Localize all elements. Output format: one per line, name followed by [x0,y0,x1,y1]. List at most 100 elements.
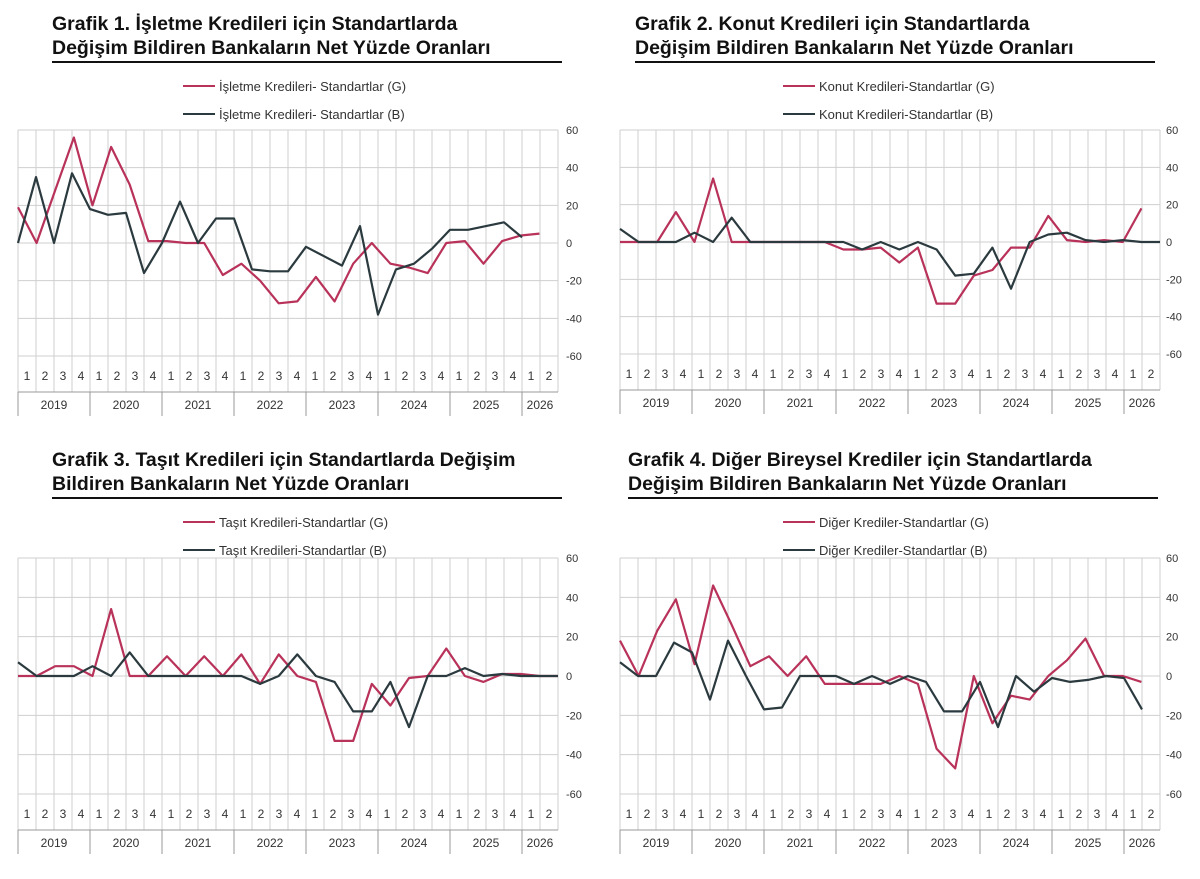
x-tick-label-quarter: 1 [698,367,705,381]
x-tick-label-year: 2021 [185,398,212,412]
chart-1: Grafik 1. İşletme Kredileri için Standar… [0,0,590,435]
chart-title-line-2: Değişim Bildiren Bankaların Net Yüzde Or… [52,37,491,59]
x-tick-label-quarter: 1 [312,807,319,821]
x-tick-label-quarter: 1 [528,807,535,821]
x-tick-label-quarter: 1 [24,369,31,383]
legend-label-g: Taşıt Kredileri-Standartlar (G) [219,514,389,530]
chart-title-line-1: Grafik 3. Taşıt Kredileri için Standartl… [52,449,516,471]
x-tick-label-quarter: 2 [330,369,337,383]
x-tick-label-quarter: 2 [1004,807,1011,821]
x-tick-label-year: 2020 [113,836,140,850]
x-tick-label-quarter: 4 [78,807,85,821]
y-tick-label: 20 [1166,632,1178,644]
series-line-g [17,136,540,305]
y-tick-label: -40 [1166,750,1182,762]
x-tick-label-quarter: 3 [492,369,499,383]
x-tick-label-quarter: 4 [680,367,687,381]
y-tick-label: -60 [1166,349,1182,361]
series-line-g [620,177,1143,305]
x-tick-label-quarter: 1 [528,369,535,383]
x-tick-label-quarter: 3 [1094,807,1101,821]
x-tick-label-year: 2021 [787,836,814,850]
x-tick-label-quarter: 1 [168,807,175,821]
x-tick-label-quarter: 4 [150,807,157,821]
y-tick-label: 60 [1166,125,1178,137]
x-tick-label-quarter: 4 [1040,367,1047,381]
x-tick-label-quarter: 4 [150,369,157,383]
x-tick-label-quarter: 2 [1076,367,1083,381]
x-tick-label-quarter: 2 [788,367,795,381]
x-tick-label-quarter: 3 [950,807,957,821]
x-tick-label-quarter: 1 [1058,807,1065,821]
legend-swatch-b [783,549,815,551]
x-tick-label-quarter: 1 [1130,807,1137,821]
chart-4: Grafik 4. Diğer Bireysel Krediler için S… [600,436,1190,871]
x-tick-label-quarter: 4 [1112,367,1119,381]
x-tick-label-quarter: 4 [438,369,445,383]
legend-item-g: Konut Kredileri-Standartlar (G) [783,76,995,96]
x-tick-label-quarter: 4 [824,807,831,821]
x-tick-label-quarter: 4 [968,807,975,821]
y-tick-label: 60 [1166,553,1178,565]
legend-item-g: Diğer Krediler-Standartlar (G) [783,512,989,532]
y-tick-label: -40 [566,750,582,762]
x-tick-label-quarter: 4 [968,367,975,381]
x-tick-label-year: 2023 [329,398,356,412]
x-tick-label-quarter: 2 [402,369,409,383]
x-tick-label-quarter: 3 [420,807,427,821]
x-tick-label-year: 2020 [715,836,742,850]
x-tick-label-quarter: 1 [96,369,103,383]
x-tick-label-quarter: 2 [474,807,481,821]
chart-title-line-1: Grafik 1. İşletme Kredileri için Standar… [52,13,458,35]
x-tick-label-quarter: 1 [312,369,319,383]
x-tick-label-year: 2022 [257,398,284,412]
legend-label-b: Taşıt Kredileri-Standartlar (B) [219,542,387,558]
x-tick-label-quarter: 2 [402,807,409,821]
x-tick-label-quarter: 3 [348,369,355,383]
legend-item-b: Taşıt Kredileri-Standartlar (B) [183,540,387,560]
y-tick-label: -20 [1166,274,1182,286]
x-tick-label-quarter: 2 [42,807,49,821]
legend-swatch-b [783,113,815,115]
legend-swatch-g [183,85,215,87]
x-tick-label-quarter: 1 [842,807,849,821]
x-tick-label-quarter: 2 [1148,367,1155,381]
x-tick-label-quarter: 1 [456,369,463,383]
y-tick-label: -60 [566,789,582,801]
x-tick-label-quarter: 4 [1040,807,1047,821]
x-tick-label-quarter: 3 [878,807,885,821]
legend-label-g: Konut Kredileri-Standartlar (G) [819,78,995,94]
x-tick-label-quarter: 1 [914,367,921,381]
x-tick-label-quarter: 2 [258,807,265,821]
x-tick-label-year: 2020 [113,398,140,412]
x-tick-label-quarter: 2 [860,807,867,821]
y-tick-label: 20 [1166,200,1178,212]
x-tick-label-quarter: 4 [366,369,373,383]
x-tick-label-quarter: 4 [752,367,759,381]
chart-title-line-1: Grafik 2. Konut Kredileri için Standartl… [635,13,1030,35]
y-tick-label: 40 [566,592,578,604]
x-tick-label-quarter: 2 [186,369,193,383]
x-tick-label-quarter: 3 [806,367,813,381]
x-tick-label-quarter: 1 [1058,367,1065,381]
x-tick-label-quarter: 1 [240,369,247,383]
x-tick-label-quarter: 3 [132,369,139,383]
x-tick-label-year: 2023 [931,396,958,410]
x-tick-label-year: 2019 [41,398,68,412]
chart-title-line-1: Grafik 4. Diğer Bireysel Krediler için S… [628,449,1092,471]
x-tick-label-quarter: 4 [510,807,517,821]
legend-item-g: Taşıt Kredileri-Standartlar (G) [183,512,388,532]
x-tick-label-quarter: 1 [770,367,777,381]
series-line-b [17,651,558,729]
x-tick-label-year: 2025 [1075,396,1102,410]
y-tick-label: 0 [566,671,572,683]
legend-label-b: Diğer Krediler-Standartlar (B) [819,542,988,558]
x-tick-label-quarter: 3 [1022,367,1029,381]
x-tick-label-quarter: 2 [932,807,939,821]
y-tick-label: 40 [1166,592,1178,604]
x-tick-label-quarter: 4 [1112,807,1119,821]
x-tick-label-quarter: 1 [842,367,849,381]
x-tick-label-year: 2022 [257,836,284,850]
